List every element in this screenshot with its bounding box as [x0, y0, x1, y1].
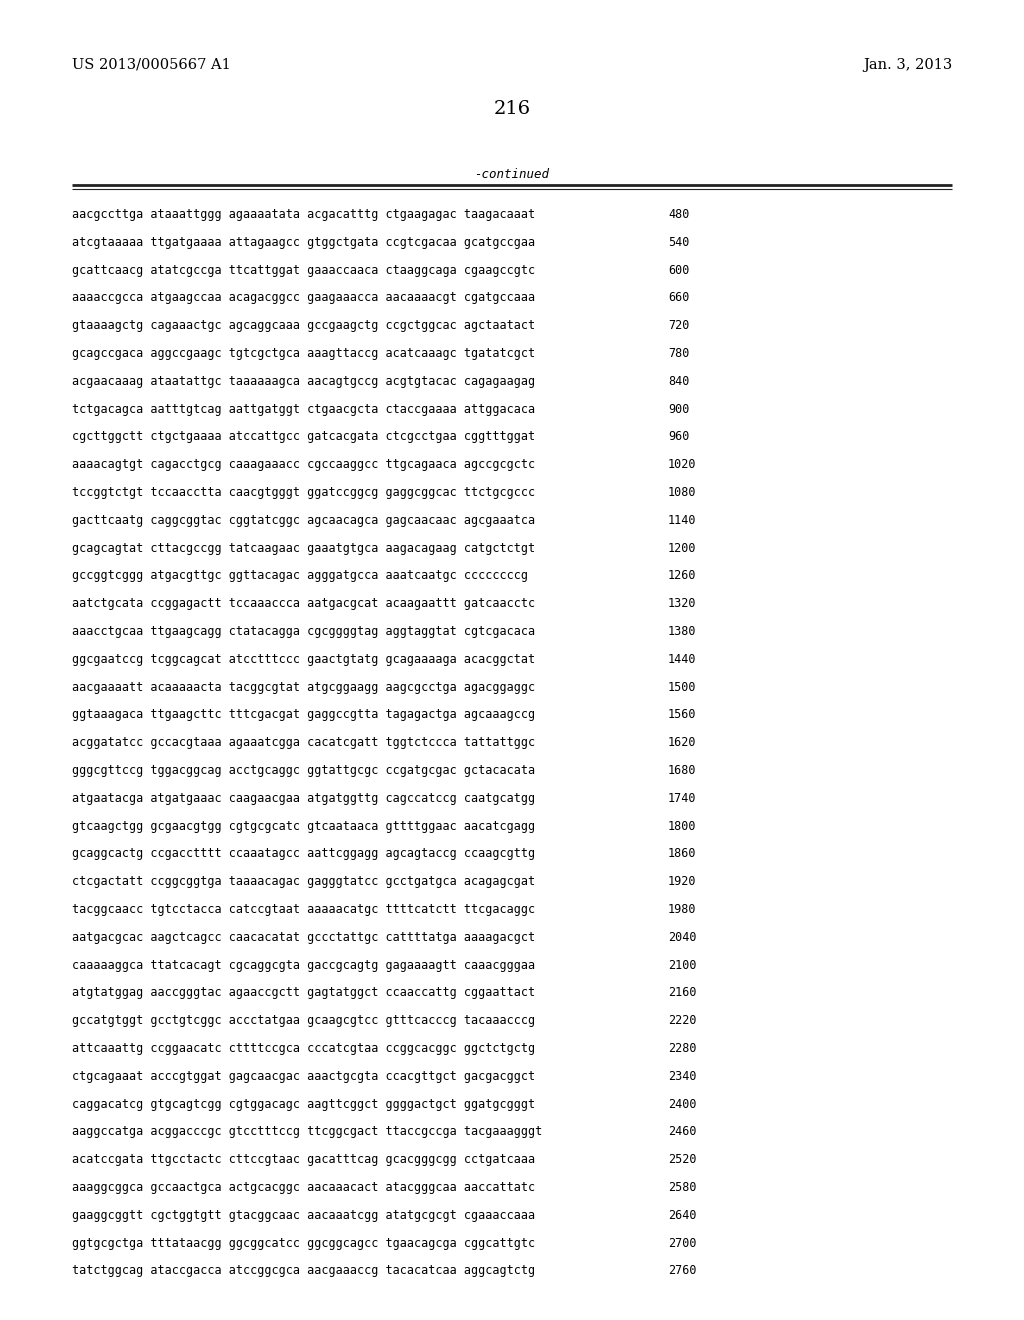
Text: 720: 720 — [668, 319, 689, 333]
Text: caggacatcg gtgcagtcgg cgtggacagc aagttcggct ggggactgct ggatgcgggt: caggacatcg gtgcagtcgg cgtggacagc aagttcg… — [72, 1098, 536, 1110]
Text: 1020: 1020 — [668, 458, 696, 471]
Text: atgtatggag aaccgggtac agaaccgctt gagtatggct ccaaccattg cggaattact: atgtatggag aaccgggtac agaaccgctt gagtatg… — [72, 986, 536, 999]
Text: 2400: 2400 — [668, 1098, 696, 1110]
Text: 660: 660 — [668, 292, 689, 305]
Text: ctcgactatt ccggcggtga taaaacagac gagggtatcc gcctgatgca acagagcgat: ctcgactatt ccggcggtga taaaacagac gagggta… — [72, 875, 536, 888]
Text: 2280: 2280 — [668, 1041, 696, 1055]
Text: 2340: 2340 — [668, 1069, 696, 1082]
Text: 1800: 1800 — [668, 820, 696, 833]
Text: 2460: 2460 — [668, 1126, 696, 1138]
Text: ctgcagaaat acccgtggat gagcaacgac aaactgcgta ccacgttgct gacgacggct: ctgcagaaat acccgtggat gagcaacgac aaactgc… — [72, 1069, 536, 1082]
Text: ggtgcgctga tttataacgg ggcggcatcc ggcggcagcc tgaacagcga cggcattgtc: ggtgcgctga tttataacgg ggcggcatcc ggcggca… — [72, 1237, 536, 1250]
Text: 1320: 1320 — [668, 597, 696, 610]
Text: 2520: 2520 — [668, 1154, 696, 1166]
Text: aaacctgcaa ttgaagcagg ctatacagga cgcggggtag aggtaggtat cgtcgacaca: aaacctgcaa ttgaagcagg ctatacagga cgcgggg… — [72, 624, 536, 638]
Text: 2580: 2580 — [668, 1181, 696, 1195]
Text: 540: 540 — [668, 236, 689, 248]
Text: 216: 216 — [494, 100, 530, 117]
Text: aaaacagtgt cagacctgcg caaagaaacc cgccaaggcc ttgcagaaca agccgcgctc: aaaacagtgt cagacctgcg caaagaaacc cgccaag… — [72, 458, 536, 471]
Text: gccggtcggg atgacgttgc ggttacagac agggatgcca aaatcaatgc ccccccccg: gccggtcggg atgacgttgc ggttacagac agggatg… — [72, 569, 528, 582]
Text: 1560: 1560 — [668, 709, 696, 722]
Text: aaaaccgcca atgaagccaa acagacggcc gaagaaacca aacaaaacgt cgatgccaaa: aaaaccgcca atgaagccaa acagacggcc gaagaaa… — [72, 292, 536, 305]
Text: ggcgaatccg tcggcagcat atcctttccc gaactgtatg gcagaaaaga acacggctat: ggcgaatccg tcggcagcat atcctttccc gaactgt… — [72, 653, 536, 665]
Text: 1920: 1920 — [668, 875, 696, 888]
Text: 1500: 1500 — [668, 681, 696, 693]
Text: gcaggcactg ccgacctttt ccaaatagcc aattcggagg agcagtaccg ccaagcgttg: gcaggcactg ccgacctttt ccaaatagcc aattcgg… — [72, 847, 536, 861]
Text: tccggtctgt tccaacctta caacgtgggt ggatccggcg gaggcggcac ttctgcgccc: tccggtctgt tccaacctta caacgtgggt ggatccg… — [72, 486, 536, 499]
Text: aatctgcata ccggagactt tccaaaccca aatgacgcat acaagaattt gatcaacctc: aatctgcata ccggagactt tccaaaccca aatgacg… — [72, 597, 536, 610]
Text: gtaaaagctg cagaaactgc agcaggcaaa gccgaagctg ccgctggcac agctaatact: gtaaaagctg cagaaactgc agcaggcaaa gccgaag… — [72, 319, 536, 333]
Text: US 2013/0005667 A1: US 2013/0005667 A1 — [72, 58, 230, 73]
Text: 2040: 2040 — [668, 931, 696, 944]
Text: 1440: 1440 — [668, 653, 696, 665]
Text: aacgccttga ataaattggg agaaaatata acgacatttg ctgaagagac taagacaaat: aacgccttga ataaattggg agaaaatata acgacat… — [72, 209, 536, 220]
Text: 1680: 1680 — [668, 764, 696, 777]
Text: Jan. 3, 2013: Jan. 3, 2013 — [863, 58, 952, 73]
Text: attcaaattg ccggaacatc cttttccgca cccatcgtaa ccggcacggc ggctctgctg: attcaaattg ccggaacatc cttttccgca cccatcg… — [72, 1041, 536, 1055]
Text: 1740: 1740 — [668, 792, 696, 805]
Text: 1140: 1140 — [668, 513, 696, 527]
Text: atcgtaaaaa ttgatgaaaa attagaagcc gtggctgata ccgtcgacaa gcatgccgaa: atcgtaaaaa ttgatgaaaa attagaagcc gtggctg… — [72, 236, 536, 248]
Text: tctgacagca aatttgtcag aattgatggt ctgaacgcta ctaccgaaaa attggacaca: tctgacagca aatttgtcag aattgatggt ctgaacg… — [72, 403, 536, 416]
Text: ggtaaagaca ttgaagcttc tttcgacgat gaggccgtta tagagactga agcaaagccg: ggtaaagaca ttgaagcttc tttcgacgat gaggccg… — [72, 709, 536, 722]
Text: acatccgata ttgcctactc cttccgtaac gacatttcag gcacgggcgg cctgatcaaa: acatccgata ttgcctactc cttccgtaac gacattt… — [72, 1154, 536, 1166]
Text: 2760: 2760 — [668, 1265, 696, 1278]
Text: gcagcagtat cttacgccgg tatcaagaac gaaatgtgca aagacagaag catgctctgt: gcagcagtat cttacgccgg tatcaagaac gaaatgt… — [72, 541, 536, 554]
Text: cgcttggctt ctgctgaaaa atccattgcc gatcacgata ctcgcctgaa cggtttggat: cgcttggctt ctgctgaaaa atccattgcc gatcacg… — [72, 430, 536, 444]
Text: 480: 480 — [668, 209, 689, 220]
Text: acgaacaaag ataatattgc taaaaaagca aacagtgccg acgtgtacac cagagaagag: acgaacaaag ataatattgc taaaaaagca aacagtg… — [72, 375, 536, 388]
Text: gtcaagctgg gcgaacgtgg cgtgcgcatc gtcaataaca gttttggaac aacatcgagg: gtcaagctgg gcgaacgtgg cgtgcgcatc gtcaata… — [72, 820, 536, 833]
Text: aatgacgcac aagctcagcc caacacatat gccctattgc cattttatga aaaagacgct: aatgacgcac aagctcagcc caacacatat gccctat… — [72, 931, 536, 944]
Text: atgaatacga atgatgaaac caagaacgaa atgatggttg cagccatccg caatgcatgg: atgaatacga atgatgaaac caagaacgaa atgatgg… — [72, 792, 536, 805]
Text: 2100: 2100 — [668, 958, 696, 972]
Text: 960: 960 — [668, 430, 689, 444]
Text: 1260: 1260 — [668, 569, 696, 582]
Text: aacgaaaatt acaaaaacta tacggcgtat atgcggaagg aagcgcctga agacggaggc: aacgaaaatt acaaaaacta tacggcgtat atgcgga… — [72, 681, 536, 693]
Text: 2160: 2160 — [668, 986, 696, 999]
Text: gccatgtggt gcctgtcggc accctatgaa gcaagcgtcc gtttcacccg tacaaacccg: gccatgtggt gcctgtcggc accctatgaa gcaagcg… — [72, 1014, 536, 1027]
Text: gcagccgaca aggccgaagc tgtcgctgca aaagttaccg acatcaaagc tgatatcgct: gcagccgaca aggccgaagc tgtcgctgca aaagtta… — [72, 347, 536, 360]
Text: 900: 900 — [668, 403, 689, 416]
Text: 600: 600 — [668, 264, 689, 277]
Text: 780: 780 — [668, 347, 689, 360]
Text: acggatatcc gccacgtaaa agaaatcgga cacatcgatt tggtctccca tattattggc: acggatatcc gccacgtaaa agaaatcgga cacatcg… — [72, 737, 536, 750]
Text: -continued: -continued — [474, 168, 550, 181]
Text: aaggccatga acggacccgc gtcctttccg ttcggcgact ttaccgccga tacgaaagggt: aaggccatga acggacccgc gtcctttccg ttcggcg… — [72, 1126, 543, 1138]
Text: 1980: 1980 — [668, 903, 696, 916]
Text: 1080: 1080 — [668, 486, 696, 499]
Text: gcattcaacg atatcgccga ttcattggat gaaaccaaca ctaaggcaga cgaagccgtc: gcattcaacg atatcgccga ttcattggat gaaacca… — [72, 264, 536, 277]
Text: 2220: 2220 — [668, 1014, 696, 1027]
Text: 1380: 1380 — [668, 624, 696, 638]
Text: gggcgttccg tggacggcag acctgcaggc ggtattgcgc ccgatgcgac gctacacata: gggcgttccg tggacggcag acctgcaggc ggtattg… — [72, 764, 536, 777]
Text: 2700: 2700 — [668, 1237, 696, 1250]
Text: gaaggcggtt cgctggtgtt gtacggcaac aacaaatcgg atatgcgcgt cgaaaccaaa: gaaggcggtt cgctggtgtt gtacggcaac aacaaat… — [72, 1209, 536, 1222]
Text: tatctggcag ataccgacca atccggcgca aacgaaaccg tacacatcaa aggcagtctg: tatctggcag ataccgacca atccggcgca aacgaaa… — [72, 1265, 536, 1278]
Text: aaaggcggca gccaactgca actgcacggc aacaaacact atacgggcaa aaccattatc: aaaggcggca gccaactgca actgcacggc aacaaac… — [72, 1181, 536, 1195]
Text: 2640: 2640 — [668, 1209, 696, 1222]
Text: tacggcaacc tgtcctacca catccgtaat aaaaacatgc ttttcatctt ttcgacaggc: tacggcaacc tgtcctacca catccgtaat aaaaaca… — [72, 903, 536, 916]
Text: 1620: 1620 — [668, 737, 696, 750]
Text: gacttcaatg caggcggtac cggtatcggc agcaacagca gagcaacaac agcgaaatca: gacttcaatg caggcggtac cggtatcggc agcaaca… — [72, 513, 536, 527]
Text: 840: 840 — [668, 375, 689, 388]
Text: 1860: 1860 — [668, 847, 696, 861]
Text: 1200: 1200 — [668, 541, 696, 554]
Text: caaaaaggca ttatcacagt cgcaggcgta gaccgcagtg gagaaaagtt caaacgggaa: caaaaaggca ttatcacagt cgcaggcgta gaccgca… — [72, 958, 536, 972]
